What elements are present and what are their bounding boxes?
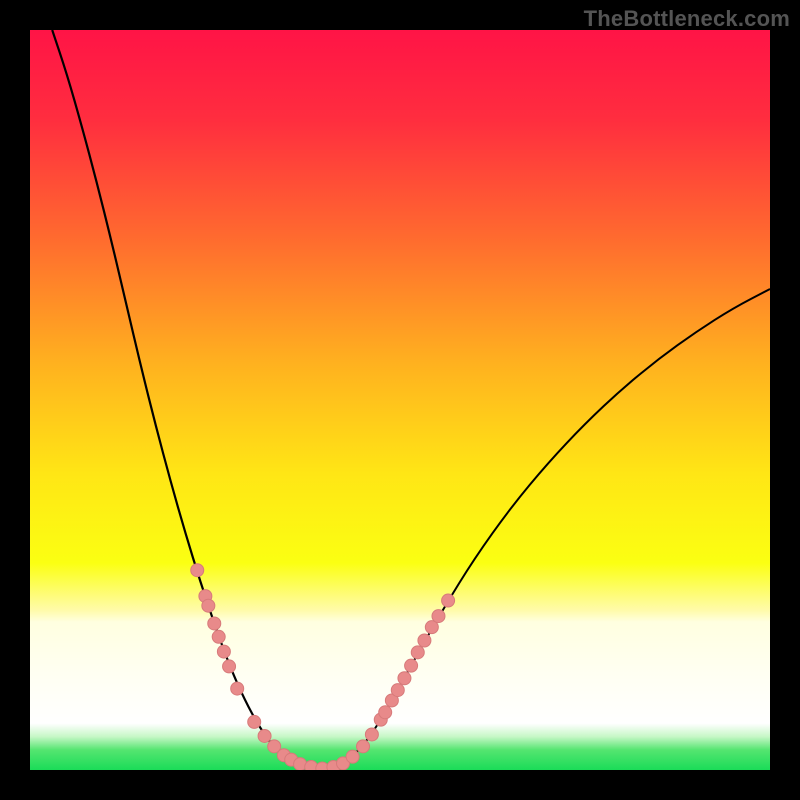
scatter-dot — [212, 630, 225, 643]
watermark-text: TheBottleneck.com — [584, 6, 790, 32]
scatter-dot — [391, 684, 404, 697]
chart-container: TheBottleneck.com — [0, 0, 800, 800]
scatter-dot — [208, 617, 221, 630]
scatter-dots — [191, 564, 455, 770]
scatter-dot — [365, 728, 378, 741]
plot-area — [30, 30, 770, 770]
curve-layer — [30, 30, 770, 770]
scatter-dot — [346, 750, 359, 763]
scatter-dot — [398, 672, 411, 685]
scatter-dot — [223, 660, 236, 673]
scatter-dot — [442, 594, 455, 607]
scatter-dot — [379, 706, 392, 719]
scatter-dot — [248, 715, 261, 728]
scatter-dot — [231, 682, 244, 695]
scatter-dot — [217, 645, 230, 658]
scatter-dot — [432, 610, 445, 623]
scatter-dot — [411, 646, 424, 659]
right-curve — [315, 289, 770, 770]
scatter-dot — [202, 599, 215, 612]
scatter-dot — [357, 740, 370, 753]
left-curve — [52, 30, 315, 770]
scatter-dot — [405, 659, 418, 672]
scatter-dot — [191, 564, 204, 577]
scatter-dot — [418, 634, 431, 647]
scatter-dot — [258, 729, 271, 742]
